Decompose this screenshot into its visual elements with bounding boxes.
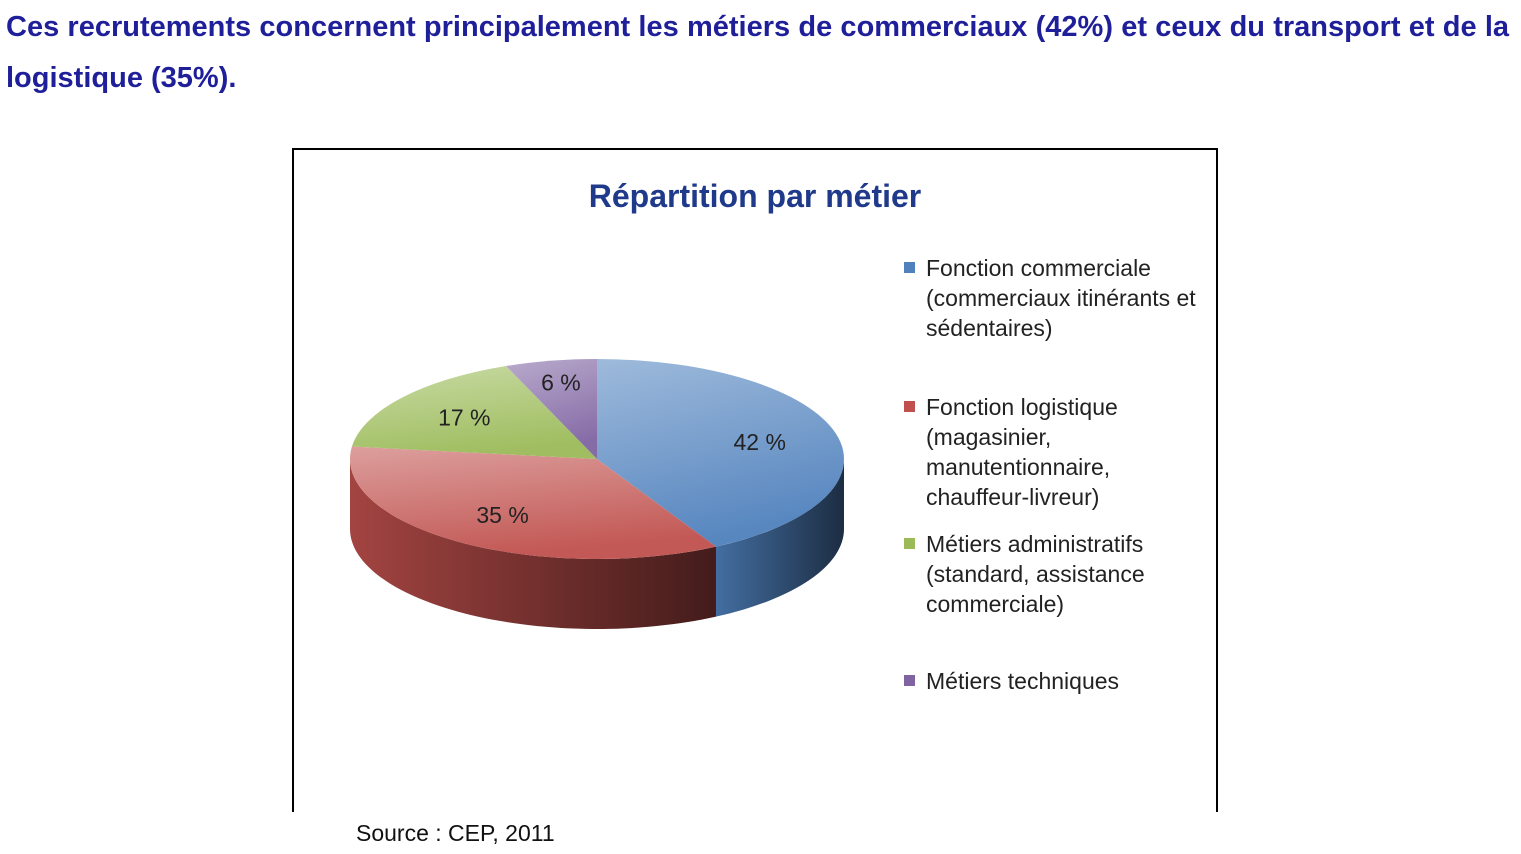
legend-label-1: Fonction logistique (magasinier, manuten… (926, 394, 1118, 510)
pie-labels: 42 % 35 % 17 % 6 % (438, 369, 786, 528)
pie-slice-3 (506, 359, 597, 459)
data-label-1: 35 % (476, 502, 528, 528)
pie-side-1 (350, 459, 716, 629)
page-heading: Ces recrutements concernent principaleme… (6, 11, 1509, 94)
legend-swatch-0 (904, 262, 915, 273)
pie-side-0 (715, 459, 844, 617)
data-label-0: 42 % (733, 429, 785, 455)
legend-item-2: Métiers administratifs (standard, assist… (904, 529, 1204, 619)
frame-corner-left (292, 772, 294, 812)
chart-frame: Répartition par métier 42 % 35 % 17 % 6 % F… (292, 148, 1218, 812)
pie-slice-0 (597, 359, 845, 547)
legend-label-3: Métiers techniques (926, 668, 1120, 694)
legend-label-0: Fonction commerciale (commerciaux itinér… (926, 255, 1196, 341)
data-label-3: 6 % (541, 369, 581, 395)
legend-item-1: Fonction logistique (magasinier, manuten… (904, 392, 1204, 512)
pie-sides (350, 459, 844, 629)
pie-slice-1 (350, 446, 716, 559)
pie-chart: 42 % 35 % 17 % 6 % (350, 359, 845, 629)
data-label-2: 17 % (438, 404, 490, 430)
pie-slice-2 (351, 366, 597, 459)
pie-tops (350, 359, 845, 559)
legend-item-0: Fonction commerciale (commerciaux itinér… (904, 253, 1204, 343)
legend-swatch-1 (904, 401, 915, 412)
frame-corner-right (1216, 772, 1218, 812)
legend-swatch-3 (904, 675, 915, 686)
legend-item-3: Métiers techniques (904, 666, 1204, 696)
legend-label-2: Métiers administratifs (standard, assist… (926, 531, 1145, 617)
source-note: Source : CEP, 2011 (356, 820, 555, 846)
chart-title: Répartition par métier (588, 178, 922, 214)
legend-swatch-2 (904, 538, 915, 549)
